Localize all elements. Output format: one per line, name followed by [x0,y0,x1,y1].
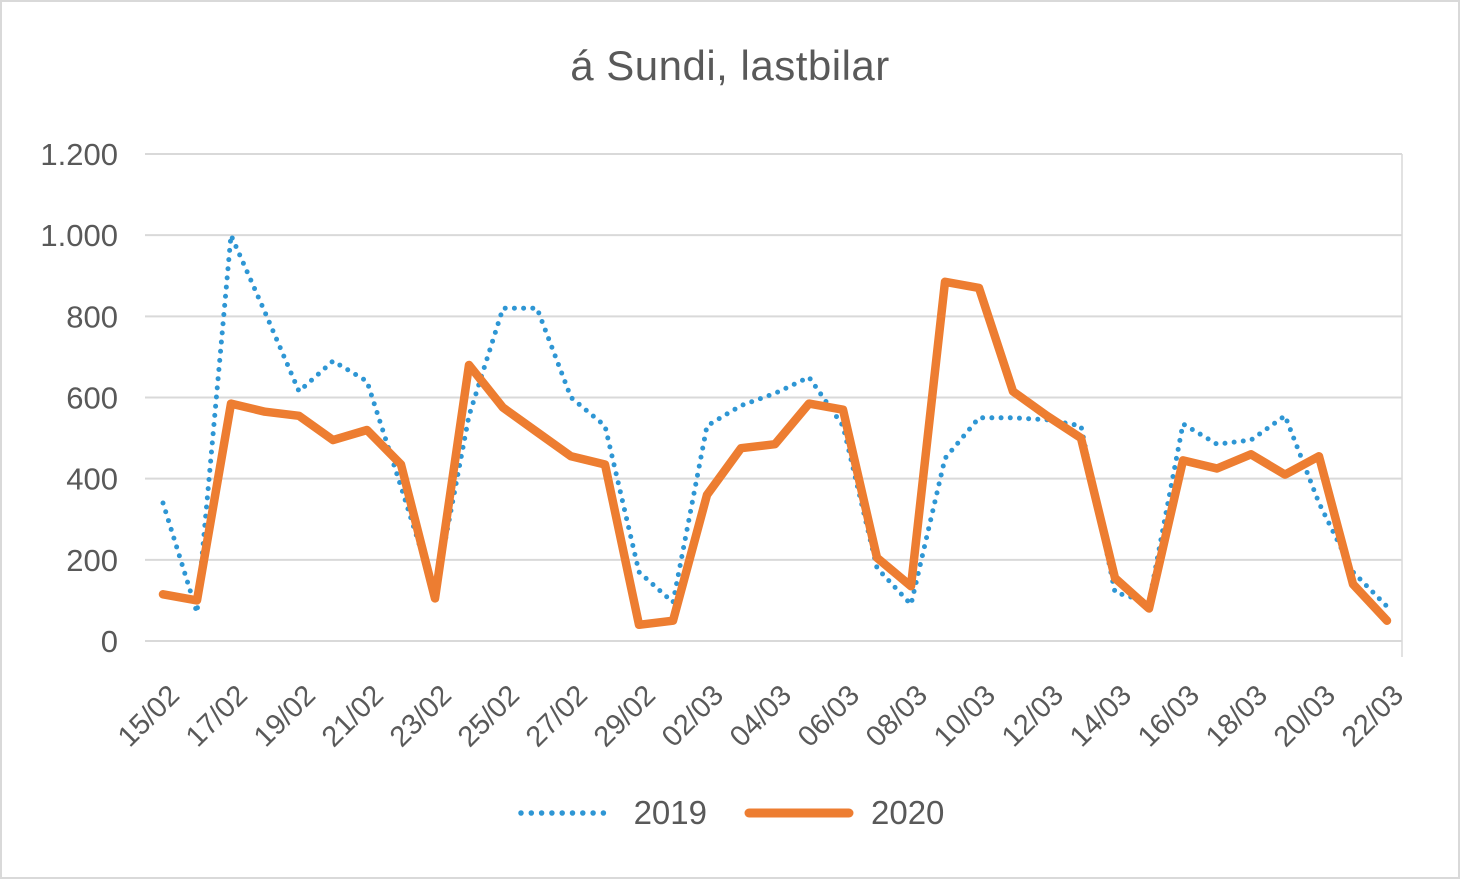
x-tick-label: 20/03 [1268,679,1342,753]
y-tick-label: 200 [66,543,118,578]
x-tick-label: 06/03 [792,679,866,753]
legend-label-2020: 2020 [871,794,945,831]
series-2020-line [158,277,1392,630]
y-tick-label: 800 [66,299,118,334]
x-tick-label: 16/03 [1132,679,1206,753]
x-tick-label: 04/03 [724,679,798,753]
x-tick-label: 08/03 [860,679,934,753]
x-tick-label: 14/03 [1064,679,1138,753]
x-tick-label: 27/02 [520,679,594,753]
x-tick-label: 10/03 [928,679,1002,753]
legend-swatch-2019-dotted-line [517,810,616,816]
legend-label-2019: 2019 [633,794,707,831]
y-tick-label: 400 [66,462,118,497]
chart-title: á Sundi, lastbilar [570,42,890,89]
legend-item-2019: 2019 [516,794,707,832]
x-tick-label: 19/02 [248,679,322,753]
y-tick-label: 600 [66,381,118,416]
x-tick-label: 02/03 [656,679,730,753]
legend-swatch-2020-solid-line [744,808,854,818]
x-tick-label: 23/02 [384,679,458,753]
y-tick-label: 0 [101,624,118,659]
x-tick-label: 18/03 [1200,679,1274,753]
legend-item-2020: 2020 [743,794,944,832]
x-tick-label: 25/02 [452,679,526,753]
x-tick-label: 15/02 [112,679,186,753]
legend: 2019 2020 [2,794,1458,832]
x-tick-label: 12/03 [996,679,1070,753]
x-tick-label: 22/03 [1336,679,1410,753]
y-tick-label: 1.000 [40,218,118,253]
y-tick-label: 1.200 [40,137,118,172]
x-tick-label: 29/02 [588,679,662,753]
x-tick-label: 17/02 [180,679,254,753]
x-tick-label: 21/02 [316,679,390,753]
series-2019-line [160,232,1390,616]
